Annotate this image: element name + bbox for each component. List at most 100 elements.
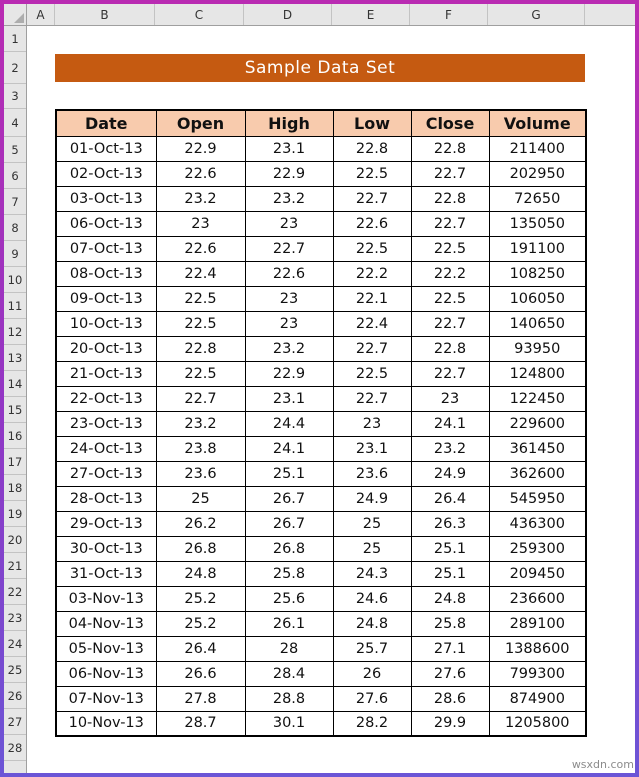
column-header-b[interactable]: B xyxy=(55,4,155,25)
table-cell-open-r23[interactable]: 25.2 xyxy=(155,585,246,612)
table-cell-date-r22[interactable]: 31-Oct-13 xyxy=(55,560,157,587)
column-header-d[interactable]: D xyxy=(244,4,332,25)
table-cell-close-r24[interactable]: 25.8 xyxy=(410,610,490,637)
table-cell-open-r9[interactable]: 22.6 xyxy=(155,235,246,262)
table-cell-high-r11[interactable]: 23 xyxy=(244,285,334,312)
table-header-low[interactable]: Low xyxy=(332,109,412,137)
table-cell-high-r9[interactable]: 22.7 xyxy=(244,235,334,262)
table-cell-date-r7[interactable]: 03-Oct-13 xyxy=(55,185,157,212)
table-cell-open-r21[interactable]: 26.8 xyxy=(155,535,246,562)
column-header-e[interactable]: E xyxy=(332,4,410,25)
table-cell-low-r8[interactable]: 22.6 xyxy=(332,210,412,237)
table-cell-open-r25[interactable]: 26.4 xyxy=(155,635,246,662)
table-cell-close-r26[interactable]: 27.6 xyxy=(410,660,490,687)
column-header-f[interactable]: F xyxy=(410,4,488,25)
table-cell-open-r24[interactable]: 25.2 xyxy=(155,610,246,637)
table-cell-close-r18[interactable]: 24.9 xyxy=(410,460,490,487)
table-cell-volume-r22[interactable]: 209450 xyxy=(488,560,587,587)
table-cell-volume-r15[interactable]: 122450 xyxy=(488,385,587,412)
table-cell-date-r11[interactable]: 09-Oct-13 xyxy=(55,285,157,312)
table-cell-open-r16[interactable]: 23.2 xyxy=(155,410,246,437)
row-header-7[interactable]: 7 xyxy=(4,189,26,215)
row-header-23[interactable]: 23 xyxy=(4,605,26,631)
table-cell-low-r15[interactable]: 22.7 xyxy=(332,385,412,412)
table-cell-high-r18[interactable]: 25.1 xyxy=(244,460,334,487)
column-header-c[interactable]: C xyxy=(155,4,244,25)
table-cell-close-r15[interactable]: 23 xyxy=(410,385,490,412)
table-cell-date-r27[interactable]: 07-Nov-13 xyxy=(55,685,157,712)
table-cell-high-r22[interactable]: 25.8 xyxy=(244,560,334,587)
row-header-20[interactable]: 20 xyxy=(4,527,26,553)
table-cell-low-r23[interactable]: 24.6 xyxy=(332,585,412,612)
table-cell-date-r8[interactable]: 06-Oct-13 xyxy=(55,210,157,237)
row-header-19[interactable]: 19 xyxy=(4,501,26,527)
table-cell-close-r25[interactable]: 27.1 xyxy=(410,635,490,662)
table-cell-high-r24[interactable]: 26.1 xyxy=(244,610,334,637)
table-cell-low-r16[interactable]: 23 xyxy=(332,410,412,437)
table-cell-close-r12[interactable]: 22.7 xyxy=(410,310,490,337)
table-cell-volume-r27[interactable]: 874900 xyxy=(488,685,587,712)
table-cell-close-r7[interactable]: 22.8 xyxy=(410,185,490,212)
table-cell-close-r8[interactable]: 22.7 xyxy=(410,210,490,237)
table-cell-close-r11[interactable]: 22.5 xyxy=(410,285,490,312)
row-header-11[interactable]: 11 xyxy=(4,293,26,319)
table-cell-high-r12[interactable]: 23 xyxy=(244,310,334,337)
table-cell-close-r23[interactable]: 24.8 xyxy=(410,585,490,612)
table-cell-date-r10[interactable]: 08-Oct-13 xyxy=(55,260,157,287)
table-cell-date-r12[interactable]: 10-Oct-13 xyxy=(55,310,157,337)
table-cell-date-r21[interactable]: 30-Oct-13 xyxy=(55,535,157,562)
table-cell-close-r20[interactable]: 26.3 xyxy=(410,510,490,537)
table-cell-date-r23[interactable]: 03-Nov-13 xyxy=(55,585,157,612)
table-cell-volume-r5[interactable]: 211400 xyxy=(488,135,587,162)
row-header-16[interactable]: 16 xyxy=(4,423,26,449)
table-cell-volume-r12[interactable]: 140650 xyxy=(488,310,587,337)
table-cell-volume-r28[interactable]: 1205800 xyxy=(488,710,587,737)
row-header-5[interactable]: 5 xyxy=(4,137,26,163)
table-cell-high-r20[interactable]: 26.7 xyxy=(244,510,334,537)
table-cell-low-r27[interactable]: 27.6 xyxy=(332,685,412,712)
table-cell-open-r17[interactable]: 23.8 xyxy=(155,435,246,462)
table-cell-high-r27[interactable]: 28.8 xyxy=(244,685,334,712)
table-cell-low-r28[interactable]: 28.2 xyxy=(332,710,412,737)
table-cell-volume-r8[interactable]: 135050 xyxy=(488,210,587,237)
table-cell-date-r28[interactable]: 10-Nov-13 xyxy=(55,710,157,737)
table-cell-date-r6[interactable]: 02-Oct-13 xyxy=(55,160,157,187)
table-cell-close-r9[interactable]: 22.5 xyxy=(410,235,490,262)
table-cell-close-r17[interactable]: 23.2 xyxy=(410,435,490,462)
table-cell-high-r7[interactable]: 23.2 xyxy=(244,185,334,212)
table-cell-close-r19[interactable]: 26.4 xyxy=(410,485,490,512)
table-cell-high-r19[interactable]: 26.7 xyxy=(244,485,334,512)
table-header-open[interactable]: Open xyxy=(155,109,246,137)
table-cell-low-r6[interactable]: 22.5 xyxy=(332,160,412,187)
table-cell-date-r13[interactable]: 20-Oct-13 xyxy=(55,335,157,362)
table-cell-open-r6[interactable]: 22.6 xyxy=(155,160,246,187)
table-cell-low-r21[interactable]: 25 xyxy=(332,535,412,562)
row-header-3[interactable]: 3 xyxy=(4,84,26,109)
table-cell-open-r10[interactable]: 22.4 xyxy=(155,260,246,287)
table-cell-low-r9[interactable]: 22.5 xyxy=(332,235,412,262)
table-header-high[interactable]: High xyxy=(244,109,334,137)
table-cell-open-r8[interactable]: 23 xyxy=(155,210,246,237)
row-header-14[interactable]: 14 xyxy=(4,371,26,397)
table-cell-low-r20[interactable]: 25 xyxy=(332,510,412,537)
table-cell-date-r14[interactable]: 21-Oct-13 xyxy=(55,360,157,387)
table-cell-low-r19[interactable]: 24.9 xyxy=(332,485,412,512)
table-cell-open-r19[interactable]: 25 xyxy=(155,485,246,512)
table-cell-date-r16[interactable]: 23-Oct-13 xyxy=(55,410,157,437)
row-header-15[interactable]: 15 xyxy=(4,397,26,423)
row-header-22[interactable]: 22 xyxy=(4,579,26,605)
row-header-26[interactable]: 26 xyxy=(4,683,26,709)
row-header-6[interactable]: 6 xyxy=(4,163,26,189)
table-cell-volume-r14[interactable]: 124800 xyxy=(488,360,587,387)
table-cell-open-r22[interactable]: 24.8 xyxy=(155,560,246,587)
table-cell-volume-r25[interactable]: 1388600 xyxy=(488,635,587,662)
table-cell-volume-r20[interactable]: 436300 xyxy=(488,510,587,537)
table-cell-open-r14[interactable]: 22.5 xyxy=(155,360,246,387)
table-cell-date-r5[interactable]: 01-Oct-13 xyxy=(55,135,157,162)
table-cell-open-r5[interactable]: 22.9 xyxy=(155,135,246,162)
table-cell-close-r28[interactable]: 29.9 xyxy=(410,710,490,737)
table-cell-high-r14[interactable]: 22.9 xyxy=(244,360,334,387)
table-cell-low-r18[interactable]: 23.6 xyxy=(332,460,412,487)
table-cell-open-r11[interactable]: 22.5 xyxy=(155,285,246,312)
table-cell-high-r26[interactable]: 28.4 xyxy=(244,660,334,687)
